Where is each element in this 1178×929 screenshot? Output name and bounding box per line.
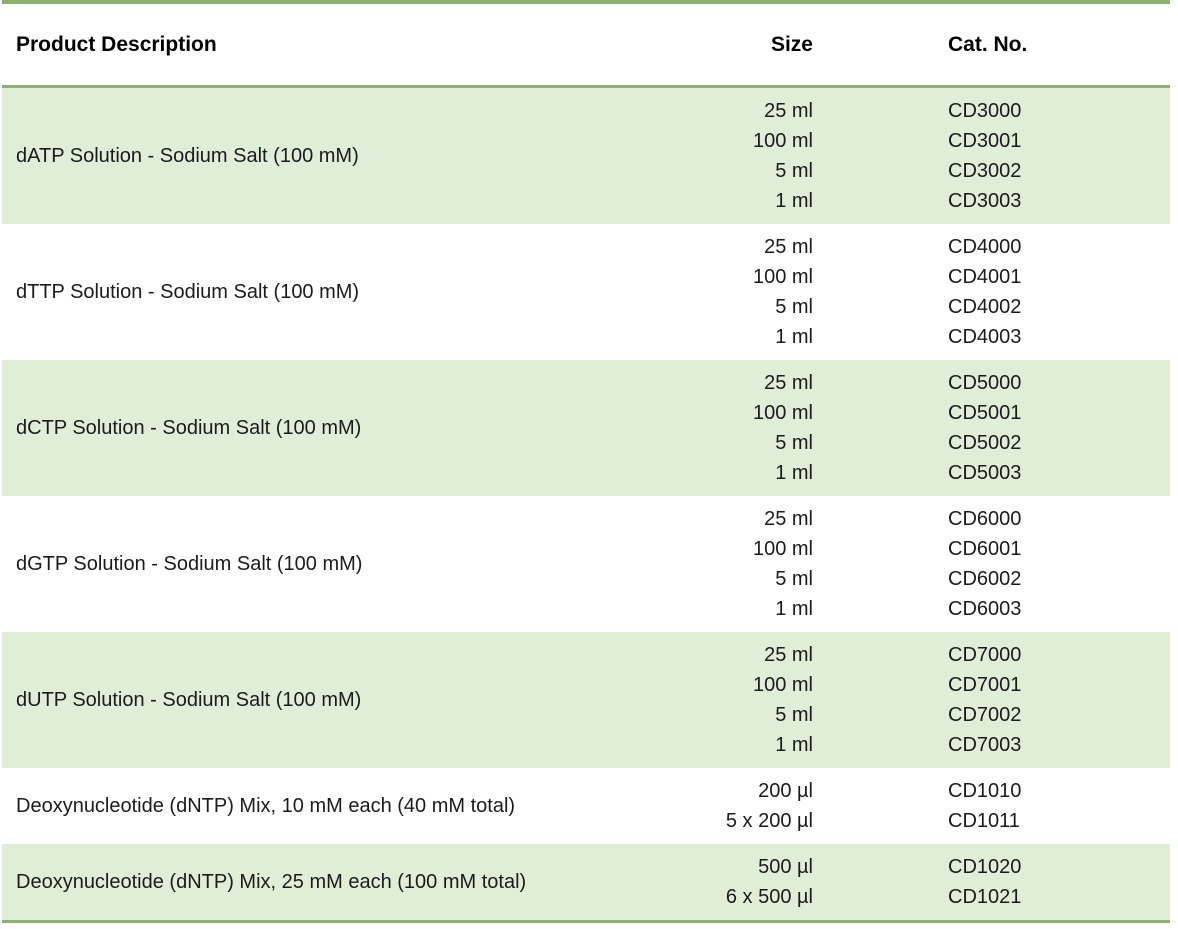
cat-no-value: CD1010 xyxy=(948,780,1022,802)
cat-no-column: CD5000 CD5001 CD5002 CD5003 xyxy=(948,368,1170,488)
size-value: 5 ml xyxy=(775,568,813,590)
cat-no-value: CD6002 xyxy=(948,568,1022,590)
size-value: 6 x 500 µl xyxy=(725,886,813,908)
product-description: dUTP Solution - Sodium Salt (100 mM) xyxy=(16,688,362,711)
size-value: 25 ml xyxy=(764,644,813,666)
cat-no-value: CD5003 xyxy=(948,462,1022,484)
cat-no-value: CD6001 xyxy=(948,538,1022,560)
cat-no-value: CD3000 xyxy=(948,100,1022,122)
size-value: 1 ml xyxy=(775,462,813,484)
cat-no-value: CD7002 xyxy=(948,704,1022,726)
size-value: 100 ml xyxy=(752,674,813,696)
header-product-description: Product Description xyxy=(16,32,217,56)
cat-no-value: CD7001 xyxy=(948,674,1022,696)
cat-no-value: CD7003 xyxy=(948,734,1022,756)
size-value: 5 ml xyxy=(775,704,813,726)
cat-no-value: CD4001 xyxy=(948,266,1022,288)
cat-no-column: CD7000 CD7001 CD7002 CD7003 xyxy=(948,640,1170,760)
size-value: 200 µl xyxy=(758,780,813,802)
cat-no-value: CD5002 xyxy=(948,432,1022,454)
product-description: dATP Solution - Sodium Salt (100 mM) xyxy=(16,144,359,167)
size-value: 100 ml xyxy=(752,402,813,424)
cat-no-value: CD4000 xyxy=(948,236,1022,258)
cat-no-value: CD3002 xyxy=(948,160,1022,182)
product-description: dTTP Solution - Sodium Salt (100 mM) xyxy=(16,280,360,303)
cat-no-value: CD6003 xyxy=(948,598,1022,620)
table-row: Deoxynucleotide (dNTP) Mix, 25 mM each (… xyxy=(2,844,1170,920)
size-value: 5 ml xyxy=(775,296,813,318)
table-body: dATP Solution - Sodium Salt (100 mM) 25 m… xyxy=(2,88,1170,920)
table-row: dATP Solution - Sodium Salt (100 mM) 25 m… xyxy=(2,88,1170,224)
cat-no-value: CD6000 xyxy=(948,508,1022,530)
cat-no-column: CD3000 CD3001 CD3002 CD3003 xyxy=(948,96,1170,216)
size-column: 200 µl 5 x 200 µl xyxy=(653,776,948,836)
cat-no-value: CD1011 xyxy=(948,810,1020,832)
cat-no-value: CD4002 xyxy=(948,296,1022,318)
cat-no-value: CD4003 xyxy=(948,326,1022,348)
product-description: dCTP Solution - Sodium Salt (100 mM) xyxy=(16,416,362,439)
size-value: 1 ml xyxy=(775,734,813,756)
table-row: dUTP Solution - Sodium Salt (100 mM) 25 m… xyxy=(2,632,1170,768)
size-value: 100 ml xyxy=(752,538,813,560)
cat-no-value: CD1021 xyxy=(948,886,1022,908)
cat-no-value: CD1020 xyxy=(948,856,1022,878)
product-description: Deoxynucleotide (dNTP) Mix, 25 mM each (… xyxy=(16,870,527,893)
cat-no-column: CD1010 CD1011 xyxy=(948,776,1170,836)
size-value: 1 ml xyxy=(775,190,813,212)
table-row: Deoxynucleotide (dNTP) Mix, 10 mM each (… xyxy=(2,768,1170,844)
size-value: 25 ml xyxy=(764,508,813,530)
size-value: 5 ml xyxy=(775,160,813,182)
size-value: 25 ml xyxy=(764,236,813,258)
cat-no-column: CD6000 CD6001 CD6002 CD6003 xyxy=(948,504,1170,624)
size-column: 25 ml 100 ml 5 ml 1 ml xyxy=(653,232,948,352)
cat-no-value: CD5001 xyxy=(948,402,1022,424)
size-value: 1 ml xyxy=(775,326,813,348)
size-value: 5 ml xyxy=(775,432,813,454)
cat-no-column: CD4000 CD4001 CD4002 CD4003 xyxy=(948,232,1170,352)
table-header-row: Product Description Size Cat. No. xyxy=(2,4,1170,88)
size-column: 25 ml 100 ml 5 ml 1 ml xyxy=(653,640,948,760)
size-column: 500 µl 6 x 500 µl xyxy=(653,852,948,912)
header-cat-no: Cat. No. xyxy=(948,32,1028,56)
size-column: 25 ml 100 ml 5 ml 1 ml xyxy=(653,96,948,216)
cat-no-column: CD1020 CD1021 xyxy=(948,852,1170,912)
size-value: 25 ml xyxy=(764,372,813,394)
header-size: Size xyxy=(770,32,813,56)
product-description: dGTP Solution - Sodium Salt (100 mM) xyxy=(16,552,363,575)
size-value: 25 ml xyxy=(764,100,813,122)
size-column: 25 ml 100 ml 5 ml 1 ml xyxy=(653,368,948,488)
table-row: dTTP Solution - Sodium Salt (100 mM) 25 m… xyxy=(2,224,1170,360)
cat-no-value: CD5000 xyxy=(948,372,1022,394)
size-value: 500 µl xyxy=(758,856,813,878)
size-value: 5 x 200 µl xyxy=(725,810,813,832)
size-value: 100 ml xyxy=(752,266,813,288)
table-row: dCTP Solution - Sodium Salt (100 mM) 25 m… xyxy=(2,360,1170,496)
cat-no-value: CD3003 xyxy=(948,190,1022,212)
table-row: dGTP Solution - Sodium Salt (100 mM) 25 m… xyxy=(2,496,1170,632)
product-description: Deoxynucleotide (dNTP) Mix, 10 mM each (… xyxy=(16,794,516,817)
cat-no-value: CD3001 xyxy=(948,130,1022,152)
cat-no-value: CD7000 xyxy=(948,644,1022,666)
size-value: 1 ml xyxy=(775,598,813,620)
size-value: 100 ml xyxy=(752,130,813,152)
size-column: 25 ml 100 ml 5 ml 1 ml xyxy=(653,504,948,624)
